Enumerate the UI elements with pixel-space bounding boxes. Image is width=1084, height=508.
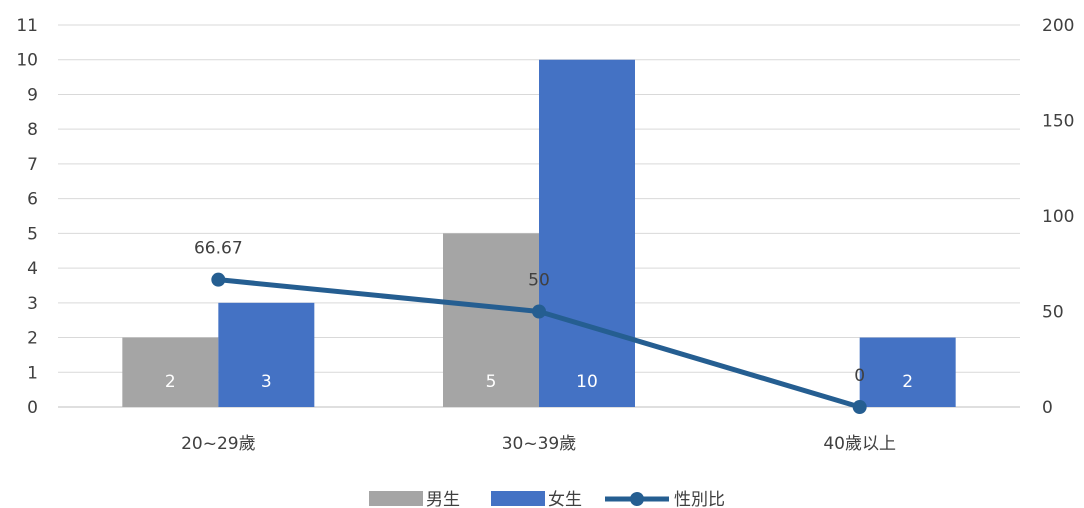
bar [218,302,315,407]
left-tick-label: 8 [27,120,38,140]
left-tick-label: 9 [27,85,38,105]
bar-series [122,59,956,408]
left-tick-label: 7 [27,155,38,175]
legend-label: 男生 [426,490,460,508]
left-tick-label: 11 [16,16,38,36]
legend-label: 女生 [548,490,582,508]
legend-marker [630,492,644,506]
bar [122,337,219,407]
line-marker [532,304,546,319]
bar-data-label: 3 [261,372,272,392]
line-marker [211,272,226,287]
left-tick-label: 0 [27,398,38,418]
right-tick-label: 100 [1042,207,1074,227]
right-tick-label: 200 [1042,16,1074,36]
left-tick-label: 1 [27,363,38,383]
bar-data-labels: 2 3 5 10 2 [165,372,913,392]
category-label: 30~39歲 [502,434,577,454]
category-label: 40歲以上 [823,434,896,454]
line-series [211,272,867,414]
right-axis-ticks: 0 50 100 150 200 [1042,16,1074,418]
left-tick-label: 5 [27,224,38,244]
right-tick-label: 0 [1042,398,1053,418]
right-tick-label: 50 [1042,303,1064,323]
legend-label: 性別比 [674,490,725,508]
left-tick-label: 2 [27,329,38,349]
category-label: 20~29歲 [181,434,256,454]
left-tick-label: 6 [27,190,38,210]
bar [859,337,956,407]
line-data-label: 0 [854,366,865,386]
line-data-label: 50 [528,271,550,291]
legend-swatch [491,491,545,506]
bar [539,59,635,408]
bar-data-label: 10 [576,372,598,392]
category-axis-labels: 20~29歲 30~39歲 40歲以上 [181,434,896,454]
left-tick-label: 3 [27,294,38,314]
left-tick-label: 10 [16,51,38,71]
bar-data-label: 2 [902,372,913,392]
right-tick-label: 150 [1042,112,1074,132]
line-data-labels: 66.67 50 0 [194,239,865,386]
legend-swatch [369,491,423,506]
bar-data-label: 5 [486,372,497,392]
line-data-label: 66.67 [194,239,243,259]
line-marker [852,400,867,414]
legend: 男生 女生 性別比 [369,490,725,508]
left-axis-ticks: 0 1 2 3 4 5 6 7 8 9 10 11 [16,16,38,418]
bar-data-label: 2 [165,372,176,392]
bar [443,233,539,407]
left-tick-label: 4 [27,259,38,279]
